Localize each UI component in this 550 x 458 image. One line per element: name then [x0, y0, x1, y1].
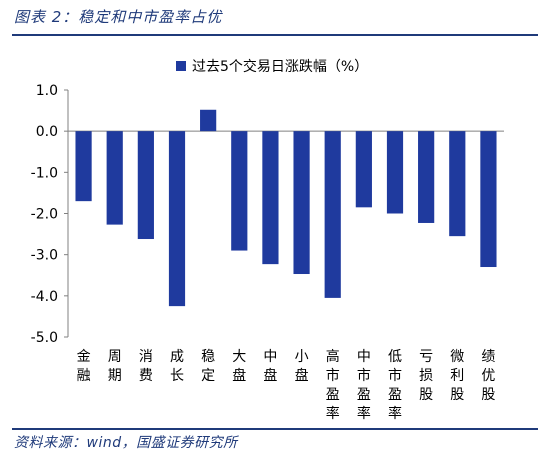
category-label: 金融	[77, 349, 91, 384]
bar	[418, 131, 435, 223]
y-tick-labels: 1.0 0.0 -1.0 -2.0 -3.0 -4.0 -5.0	[31, 83, 58, 346]
bar	[231, 131, 248, 251]
bar	[106, 131, 123, 225]
bar	[293, 131, 310, 275]
y-tick-label: 0.0	[36, 124, 58, 140]
source-note: 资料来源：wind，国盛证券研究所	[14, 435, 238, 451]
bar-chart: 过去5个交易日涨跌幅（%） 1.0 0.0 -1.0 -2.0 -3.0 -4.0 -5.0…	[31, 58, 504, 422]
category-label: 微利股	[450, 349, 464, 403]
legend-swatch	[176, 61, 186, 71]
category-label: 成长	[170, 349, 184, 384]
bar	[75, 131, 92, 202]
bar	[200, 109, 217, 132]
category-label: 小盘	[295, 349, 309, 384]
y-tick-label: -5.0	[31, 330, 58, 346]
source-rule	[12, 428, 538, 430]
y-tick-label: -4.0	[31, 289, 58, 305]
bar	[355, 131, 372, 208]
category-label: 绩优股	[481, 349, 495, 403]
title-rule	[12, 34, 538, 36]
axes	[64, 89, 504, 338]
bars	[75, 109, 497, 307]
category-label: 中盘	[263, 349, 277, 384]
legend: 过去5个交易日涨跌幅（%）	[176, 58, 368, 75]
bar	[168, 131, 186, 307]
category-label: 大盘	[232, 349, 246, 384]
bar	[480, 131, 497, 268]
category-label: 周期	[108, 349, 122, 384]
category-label: 亏损股	[419, 349, 433, 403]
y-tick-label: -3.0	[31, 248, 58, 264]
bar	[324, 131, 341, 298]
category-label: 稳定	[201, 349, 215, 384]
bar	[449, 131, 466, 237]
bar	[386, 131, 404, 214]
y-tick-label: 1.0	[36, 83, 58, 99]
figure-title: 图表 2：稳定和中市盈率占优	[14, 8, 223, 26]
y-tick-label: -1.0	[31, 165, 58, 181]
bar	[137, 131, 154, 240]
category-label: 中市盈率	[357, 349, 371, 422]
category-label: 消费	[139, 349, 153, 384]
legend-label: 过去5个交易日涨跌幅（%）	[192, 58, 368, 75]
y-tick-label: -2.0	[31, 207, 58, 223]
bar	[262, 131, 279, 265]
category-label: 低市盈率	[388, 349, 402, 422]
category-label: 高市盈率	[326, 348, 340, 422]
